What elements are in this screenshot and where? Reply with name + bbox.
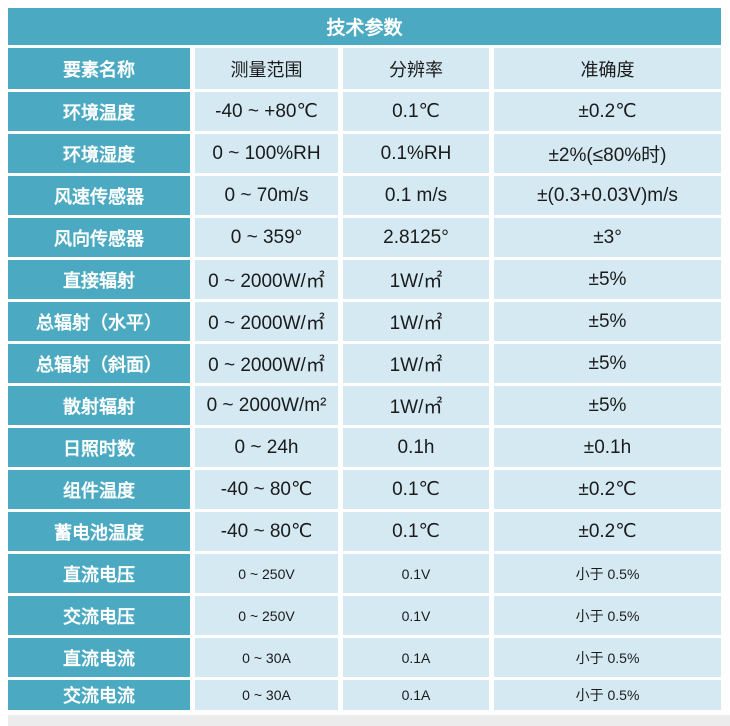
param-name-cell: 环境温度 bbox=[8, 92, 190, 131]
header-col-accuracy: 准确度 bbox=[494, 48, 721, 89]
range-cell: 0 ~ 2000W/m² bbox=[195, 386, 338, 425]
param-name-cell: 风速传感器 bbox=[8, 176, 190, 215]
range-cell: 0 ~ 30A bbox=[195, 638, 338, 677]
range-cell: 0 ~ 250V bbox=[195, 554, 338, 593]
resolution-cell: 1W/㎡ bbox=[343, 302, 489, 341]
header-col-name: 要素名称 bbox=[8, 48, 190, 89]
accuracy-cell: ±0.2℃ bbox=[494, 512, 721, 551]
parameters-table: 技术参数 要素名称 测量范围 分辨率 准确度 环境温度 -40 ~ +80℃ 0… bbox=[8, 8, 721, 710]
accuracy-cell: ±5% bbox=[494, 260, 721, 299]
accuracy-cell: ±3° bbox=[494, 218, 721, 257]
range-cell: -40 ~ 80℃ bbox=[195, 470, 338, 509]
resolution-cell: 0.1h bbox=[343, 428, 489, 467]
param-name-cell: 组件温度 bbox=[8, 470, 190, 509]
resolution-cell: 0.1 m/s bbox=[343, 176, 489, 215]
param-name-cell: 总辐射（斜面） bbox=[8, 344, 190, 383]
accuracy-cell: ±0.1h bbox=[494, 428, 721, 467]
param-name-cell: 环境湿度 bbox=[8, 134, 190, 173]
resolution-cell: 0.1A bbox=[343, 638, 489, 677]
param-name-cell: 蓄电池温度 bbox=[8, 512, 190, 551]
accuracy-cell: ±5% bbox=[494, 344, 721, 383]
header-col-range: 测量范围 bbox=[195, 48, 338, 89]
resolution-cell: 1W/㎡ bbox=[343, 260, 489, 299]
resolution-cell: 0.1V bbox=[343, 596, 489, 635]
param-name-cell: 风向传感器 bbox=[8, 218, 190, 257]
range-cell: 0 ~ 2000W/㎡ bbox=[195, 344, 338, 383]
range-cell: 0 ~ 100%RH bbox=[195, 134, 338, 173]
accuracy-cell: 小于 0.5% bbox=[494, 596, 721, 635]
range-cell: 0 ~ 2000W/㎡ bbox=[195, 302, 338, 341]
footer-strip bbox=[8, 715, 730, 726]
resolution-cell: 1W/㎡ bbox=[343, 386, 489, 425]
param-name-cell: 交流电压 bbox=[8, 596, 190, 635]
param-name-cell: 日照时数 bbox=[8, 428, 190, 467]
range-cell: 0 ~ 30A bbox=[195, 680, 338, 710]
accuracy-cell: 小于 0.5% bbox=[494, 554, 721, 593]
resolution-cell: 0.1%RH bbox=[343, 134, 489, 173]
resolution-cell: 1W/㎡ bbox=[343, 344, 489, 383]
param-name-cell: 直流电压 bbox=[8, 554, 190, 593]
resolution-cell: 0.1℃ bbox=[343, 92, 489, 131]
resolution-cell: 0.1V bbox=[343, 554, 489, 593]
table-title: 技术参数 bbox=[8, 8, 721, 45]
param-name-cell: 直流电流 bbox=[8, 638, 190, 677]
range-cell: 0 ~ 70m/s bbox=[195, 176, 338, 215]
accuracy-cell: 小于 0.5% bbox=[494, 680, 721, 710]
range-cell: -40 ~ +80℃ bbox=[195, 92, 338, 131]
range-cell: 0 ~ 359° bbox=[195, 218, 338, 257]
resolution-cell: 0.1℃ bbox=[343, 470, 489, 509]
param-name-cell: 散射辐射 bbox=[8, 386, 190, 425]
param-name-cell: 总辐射（水平） bbox=[8, 302, 190, 341]
resolution-cell: 2.8125° bbox=[343, 218, 489, 257]
header-col-resolution: 分辨率 bbox=[343, 48, 489, 89]
accuracy-cell: ±5% bbox=[494, 386, 721, 425]
range-cell: 0 ~ 250V bbox=[195, 596, 338, 635]
accuracy-cell: ±0.2℃ bbox=[494, 470, 721, 509]
range-cell: 0 ~ 2000W/㎡ bbox=[195, 260, 338, 299]
accuracy-cell: ±2%(≤80%时) bbox=[494, 134, 721, 173]
accuracy-cell: ±5% bbox=[494, 302, 721, 341]
param-name-cell: 直接辐射 bbox=[8, 260, 190, 299]
range-cell: -40 ~ 80℃ bbox=[195, 512, 338, 551]
accuracy-cell: ±0.2℃ bbox=[494, 92, 721, 131]
accuracy-cell: ±(0.3+0.03V)m/s bbox=[494, 176, 721, 215]
range-cell: 0 ~ 24h bbox=[195, 428, 338, 467]
resolution-cell: 0.1℃ bbox=[343, 512, 489, 551]
param-name-cell: 交流电流 bbox=[8, 680, 190, 710]
resolution-cell: 0.1A bbox=[343, 680, 489, 710]
accuracy-cell: 小于 0.5% bbox=[494, 638, 721, 677]
